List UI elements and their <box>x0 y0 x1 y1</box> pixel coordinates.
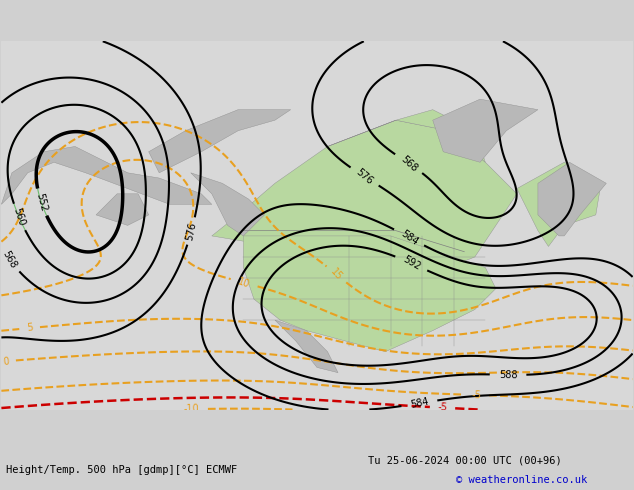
Text: 592: 592 <box>401 254 422 272</box>
Text: -5: -5 <box>437 402 448 413</box>
Polygon shape <box>191 173 264 236</box>
Polygon shape <box>433 99 538 162</box>
Text: Tu 25-06-2024 00:00 UTC (00+96): Tu 25-06-2024 00:00 UTC (00+96) <box>368 456 562 466</box>
Text: 568: 568 <box>399 154 419 173</box>
Polygon shape <box>243 236 496 352</box>
Text: 552: 552 <box>34 192 48 213</box>
Text: 576: 576 <box>354 167 375 186</box>
Polygon shape <box>96 194 149 225</box>
Polygon shape <box>328 110 485 162</box>
Polygon shape <box>1 41 633 410</box>
Text: 584: 584 <box>399 228 420 247</box>
Text: -5: -5 <box>471 390 481 400</box>
Polygon shape <box>212 120 517 268</box>
Polygon shape <box>149 110 291 173</box>
Text: 584: 584 <box>410 396 429 410</box>
Text: 10: 10 <box>236 276 252 290</box>
Text: 560: 560 <box>11 207 27 227</box>
Text: 0: 0 <box>2 356 9 367</box>
Text: 15: 15 <box>328 267 344 282</box>
Text: -10: -10 <box>183 404 200 415</box>
Text: © weatheronline.co.uk: © weatheronline.co.uk <box>456 475 588 485</box>
Text: 576: 576 <box>184 221 198 241</box>
Polygon shape <box>1 147 212 204</box>
Text: Height/Temp. 500 hPa [gdmp][°C] ECMWF: Height/Temp. 500 hPa [gdmp][°C] ECMWF <box>6 466 238 475</box>
Text: 588: 588 <box>499 369 517 380</box>
Polygon shape <box>517 162 601 246</box>
Text: 5: 5 <box>26 323 34 333</box>
Polygon shape <box>538 162 606 236</box>
Text: 568: 568 <box>1 249 18 270</box>
Polygon shape <box>275 320 338 373</box>
